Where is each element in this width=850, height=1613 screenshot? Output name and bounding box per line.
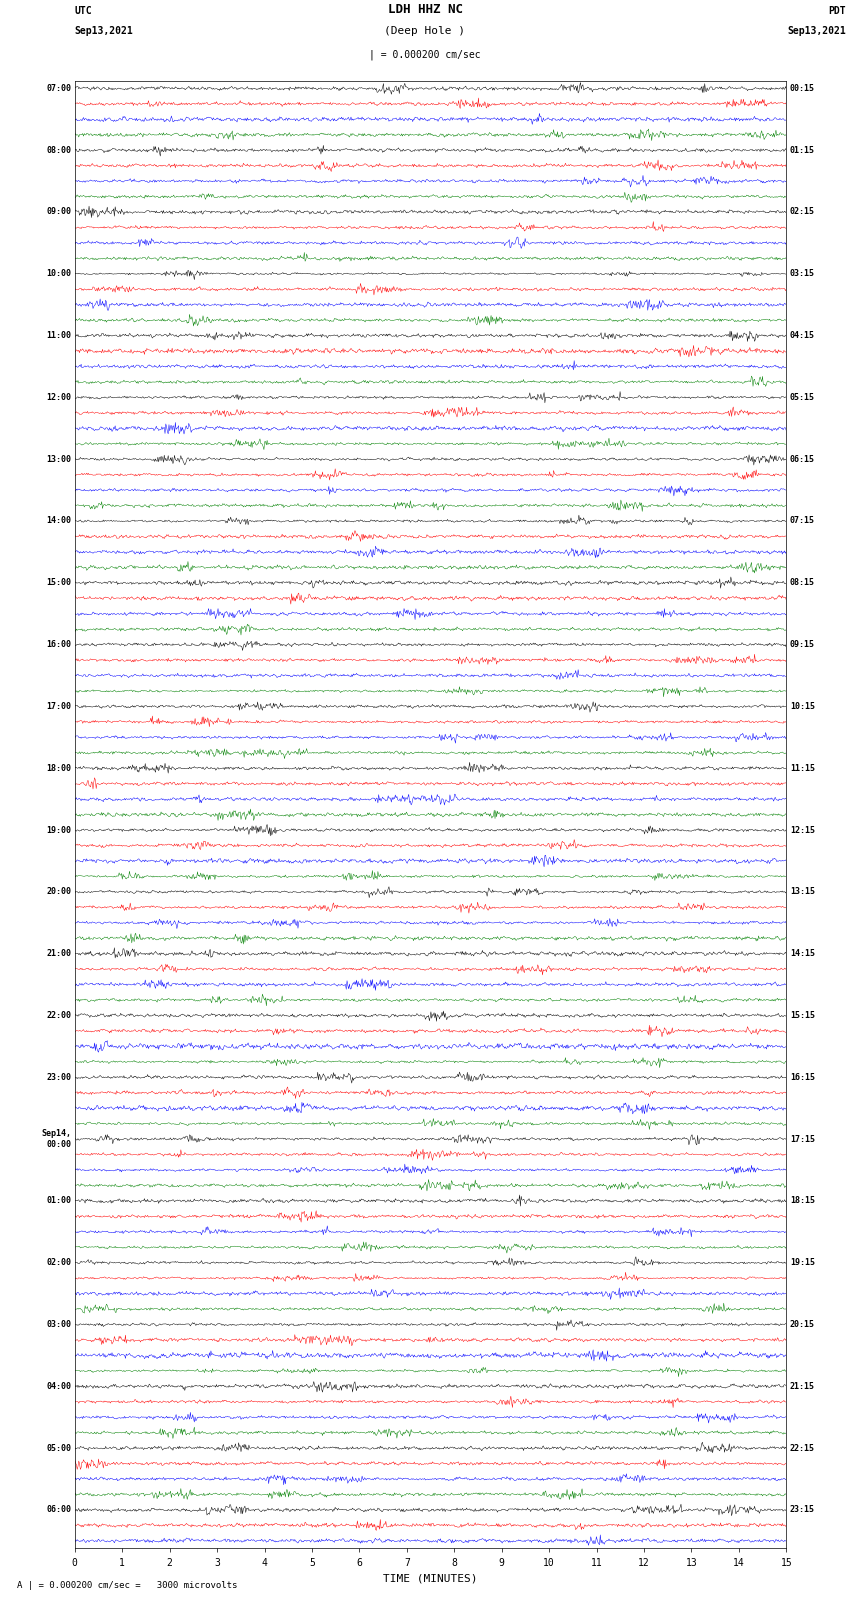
Text: UTC: UTC	[75, 6, 93, 16]
Text: 18:00: 18:00	[46, 763, 71, 773]
Text: 05:00: 05:00	[46, 1444, 71, 1453]
Text: PDT: PDT	[828, 6, 846, 16]
Text: 21:00: 21:00	[46, 948, 71, 958]
Text: 21:15: 21:15	[790, 1382, 815, 1390]
Text: 23:00: 23:00	[46, 1073, 71, 1082]
Text: 01:15: 01:15	[790, 145, 815, 155]
Text: 23:15: 23:15	[790, 1505, 815, 1515]
Text: Sep13,2021: Sep13,2021	[75, 26, 133, 37]
Text: 06:00: 06:00	[46, 1505, 71, 1515]
Text: 10:15: 10:15	[790, 702, 815, 711]
Text: 00:15: 00:15	[790, 84, 815, 94]
Text: 12:15: 12:15	[790, 826, 815, 834]
Text: 13:15: 13:15	[790, 887, 815, 897]
Text: 08:00: 08:00	[46, 145, 71, 155]
Text: | = 0.000200 cm/sec: | = 0.000200 cm/sec	[369, 50, 481, 61]
Text: A | = 0.000200 cm/sec =   3000 microvolts: A | = 0.000200 cm/sec = 3000 microvolts	[17, 1581, 237, 1590]
Text: 19:00: 19:00	[46, 826, 71, 834]
Text: 14:00: 14:00	[46, 516, 71, 526]
X-axis label: TIME (MINUTES): TIME (MINUTES)	[383, 1573, 478, 1582]
Text: 07:15: 07:15	[790, 516, 815, 526]
Text: 20:00: 20:00	[46, 887, 71, 897]
Text: Sep13,2021: Sep13,2021	[787, 26, 846, 37]
Text: 18:15: 18:15	[790, 1197, 815, 1205]
Text: 03:15: 03:15	[790, 269, 815, 279]
Text: 10:00: 10:00	[46, 269, 71, 279]
Text: 20:15: 20:15	[790, 1319, 815, 1329]
Text: 05:15: 05:15	[790, 394, 815, 402]
Text: 04:00: 04:00	[46, 1382, 71, 1390]
Text: 08:15: 08:15	[790, 579, 815, 587]
Text: 13:00: 13:00	[46, 455, 71, 463]
Text: 09:00: 09:00	[46, 208, 71, 216]
Text: 15:15: 15:15	[790, 1011, 815, 1019]
Text: 17:00: 17:00	[46, 702, 71, 711]
Text: 07:00: 07:00	[46, 84, 71, 94]
Text: 15:00: 15:00	[46, 579, 71, 587]
Text: 04:15: 04:15	[790, 331, 815, 340]
Text: 03:00: 03:00	[46, 1319, 71, 1329]
Text: 14:15: 14:15	[790, 948, 815, 958]
Text: 16:00: 16:00	[46, 640, 71, 648]
Text: 09:15: 09:15	[790, 640, 815, 648]
Text: 06:15: 06:15	[790, 455, 815, 463]
Text: 02:15: 02:15	[790, 208, 815, 216]
Text: Sep14,
00:00: Sep14, 00:00	[42, 1129, 71, 1148]
Text: 19:15: 19:15	[790, 1258, 815, 1268]
Text: 16:15: 16:15	[790, 1073, 815, 1082]
Text: 12:00: 12:00	[46, 394, 71, 402]
Text: (Deep Hole ): (Deep Hole )	[384, 26, 466, 37]
Text: 11:15: 11:15	[790, 763, 815, 773]
Text: 01:00: 01:00	[46, 1197, 71, 1205]
Text: 11:00: 11:00	[46, 331, 71, 340]
Text: 22:00: 22:00	[46, 1011, 71, 1019]
Text: 17:15: 17:15	[790, 1134, 815, 1144]
Text: LDH HHZ NC: LDH HHZ NC	[388, 3, 462, 16]
Text: 22:15: 22:15	[790, 1444, 815, 1453]
Text: 02:00: 02:00	[46, 1258, 71, 1268]
